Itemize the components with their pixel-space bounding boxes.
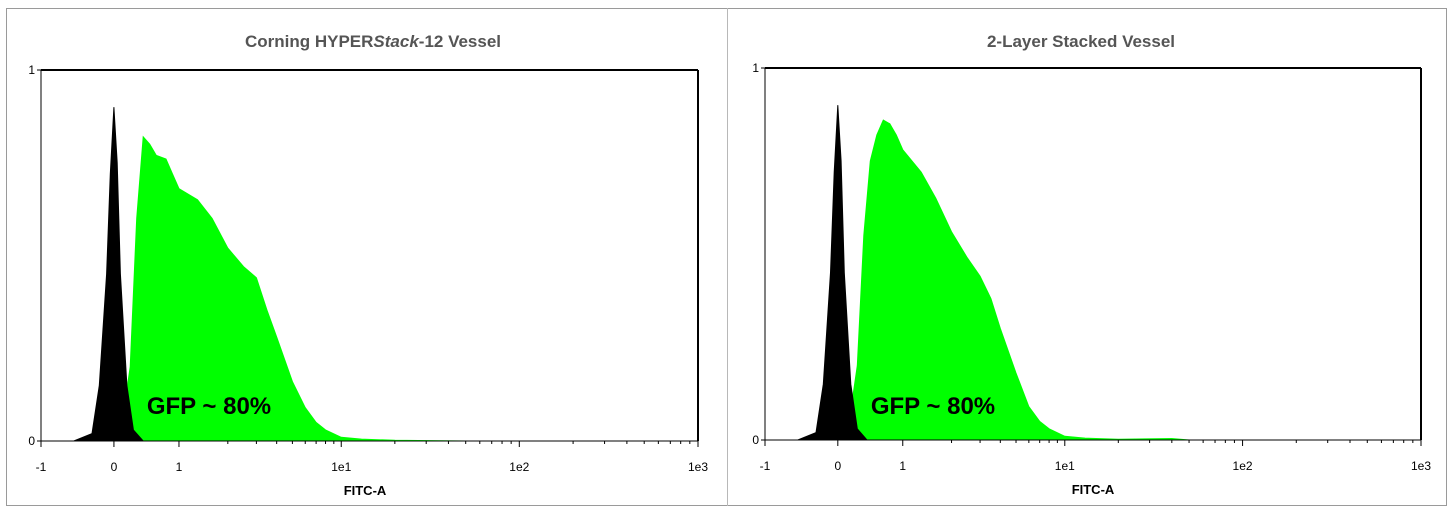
x-axis-label-1: FITC-A [1072,482,1115,497]
series-area-1-0 [797,105,869,441]
x-tick-label-0-4: 1e2 [509,460,529,474]
x-tick-label-1-2: 1 [899,459,906,473]
series-area-1-1 [830,119,1190,441]
x-tick-label-0-5: 1e3 [688,460,708,474]
x-tick-label-0-2: 1 [176,460,183,474]
chart-title-0: Corning HYPERStack-12 Vessel [245,32,501,51]
x-tick-label-0-1: 0 [111,460,118,474]
title-part-1-0: 2-Layer Stacked Vessel [987,32,1175,51]
x-axis-label-0: FITC-A [344,483,387,498]
title-part-0-2: -12 Vessel [419,32,501,51]
annotation-0: GFP ~ 80% [147,393,271,420]
y-tick-label-1-0: 0 [752,433,759,447]
panel-divider [727,8,728,506]
x-tick-label-1-5: 1e3 [1411,459,1431,473]
x-tick-label-0-3: 1e1 [331,460,351,474]
panel-0: Corning HYPERStack-12 Vessel -1 0 1 1e1 1e2 1… [28,32,708,498]
x-tick-label-1-1: 0 [834,459,841,473]
y-tick-label-0-0: 0 [28,434,35,448]
series-area-0-0 [73,107,145,442]
x-tick-label-1-4: 1e2 [1233,459,1253,473]
title-part-0-0: Corning HYPER [245,32,373,51]
y-tick-label-1-1: 1 [752,61,759,75]
x-tick-label-1-3: 1e1 [1055,459,1075,473]
series-area-0-1 [99,135,466,442]
x-tick-label-0-0: -1 [36,460,47,474]
chart-title-1: 2-Layer Stacked Vessel [987,32,1175,51]
annotation-1: GFP ~ 80% [871,393,995,420]
title-part-0-1: Stack [373,32,420,51]
y-tick-label-0-1: 1 [28,63,35,77]
x-tick-label-1-0: -1 [760,459,771,473]
